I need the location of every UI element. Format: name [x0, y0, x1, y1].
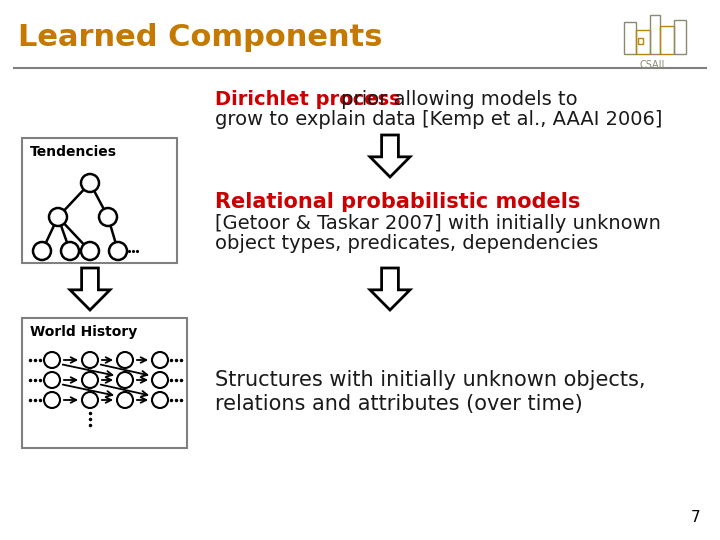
Circle shape: [117, 352, 133, 368]
Circle shape: [82, 352, 98, 368]
Text: Learned Components: Learned Components: [18, 24, 382, 52]
Circle shape: [81, 174, 99, 192]
Circle shape: [117, 372, 133, 388]
Text: relations and attributes (over time): relations and attributes (over time): [215, 394, 582, 414]
Text: prior allowing models to: prior allowing models to: [335, 90, 577, 109]
Circle shape: [99, 208, 117, 226]
Text: 7: 7: [690, 510, 700, 525]
Circle shape: [152, 392, 168, 408]
Circle shape: [33, 242, 51, 260]
Circle shape: [44, 372, 60, 388]
Polygon shape: [70, 268, 110, 310]
Circle shape: [49, 208, 67, 226]
Polygon shape: [370, 135, 410, 177]
Bar: [674, 20, 686, 54]
Bar: [624, 22, 636, 54]
Text: object types, predicates, dependencies: object types, predicates, dependencies: [215, 234, 598, 253]
Text: CSAIL: CSAIL: [640, 60, 668, 70]
Text: grow to explain data [Kemp et al., AAAI 2006]: grow to explain data [Kemp et al., AAAI …: [215, 110, 662, 129]
Bar: [650, 15, 660, 54]
Circle shape: [82, 372, 98, 388]
Circle shape: [152, 352, 168, 368]
Text: World History: World History: [30, 325, 138, 339]
Text: [Getoor & Taskar 2007] with initially unknown: [Getoor & Taskar 2007] with initially un…: [215, 214, 661, 233]
Circle shape: [81, 242, 99, 260]
Circle shape: [44, 352, 60, 368]
Circle shape: [109, 242, 127, 260]
Circle shape: [61, 242, 79, 260]
Text: Tendencies: Tendencies: [30, 145, 117, 159]
FancyBboxPatch shape: [22, 138, 177, 263]
Bar: [636, 30, 650, 54]
FancyBboxPatch shape: [22, 318, 187, 448]
Circle shape: [152, 372, 168, 388]
Text: Dirichlet process: Dirichlet process: [215, 90, 400, 109]
Bar: [638, 38, 643, 44]
Circle shape: [44, 392, 60, 408]
Polygon shape: [370, 268, 410, 310]
Circle shape: [82, 392, 98, 408]
Text: Relational probabilistic models: Relational probabilistic models: [215, 192, 580, 212]
Text: Structures with initially unknown objects,: Structures with initially unknown object…: [215, 370, 646, 390]
Bar: [660, 26, 674, 54]
Circle shape: [117, 392, 133, 408]
